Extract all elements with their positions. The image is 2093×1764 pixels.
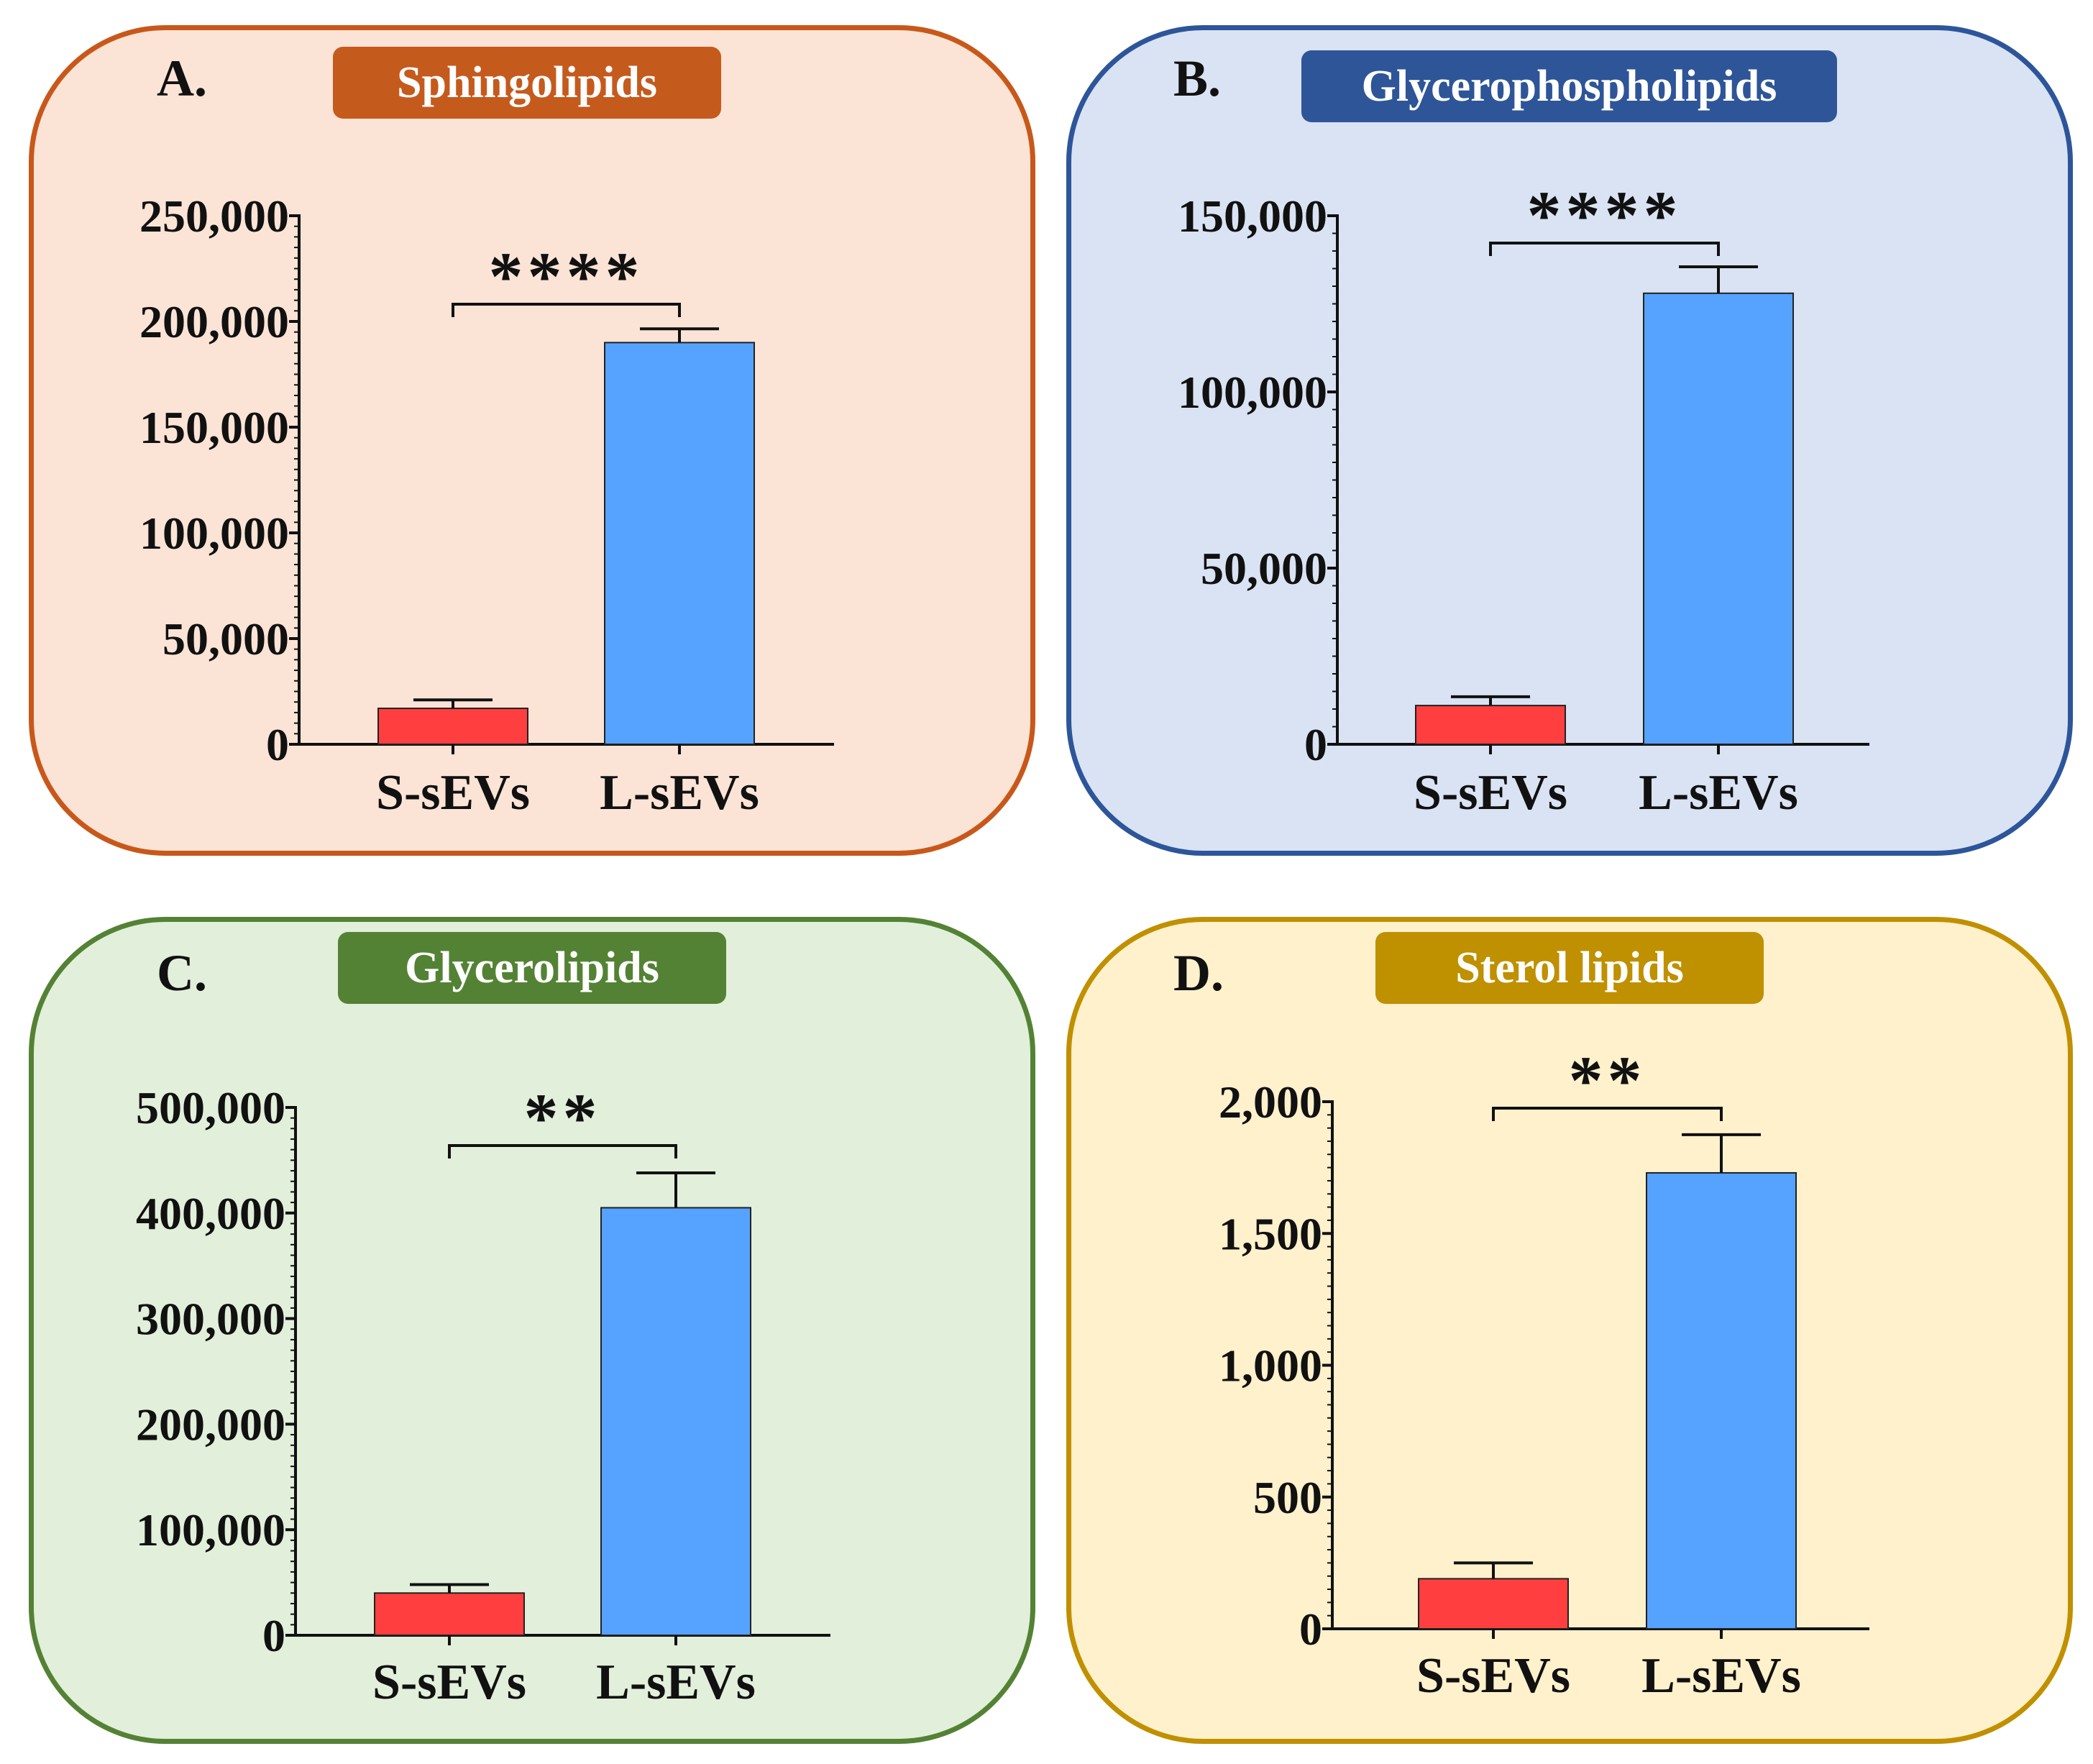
panel-title: Sphingolipids xyxy=(333,47,721,119)
panel-c xyxy=(29,917,1035,1744)
y-tick-label: 1,000 xyxy=(1219,1340,1322,1391)
y-tick-label: 500,000 xyxy=(136,1082,285,1133)
x-tick-label: L-sEVs xyxy=(596,1655,756,1710)
y-tick-label: 0 xyxy=(1304,719,1327,770)
y-tick-label: 150,000 xyxy=(1178,191,1327,242)
x-tick-label: S-sEVs xyxy=(1416,1648,1570,1704)
panel-letter: A. xyxy=(157,50,207,107)
significance-bracket xyxy=(452,303,681,317)
panel-d xyxy=(1066,917,2073,1744)
bar-s-sevs xyxy=(377,708,528,746)
panel-letter: C. xyxy=(157,944,207,1002)
panel-title: Glycerophospholipids xyxy=(1301,50,1837,122)
bar-l-sevs xyxy=(1646,1171,1797,1630)
y-tick-label: 100,000 xyxy=(1178,367,1327,418)
bar-l-sevs xyxy=(604,342,755,745)
y-tick-label: 100,000 xyxy=(139,508,289,559)
y-tick-label: 50,000 xyxy=(162,613,289,664)
y-tick-label: 300,000 xyxy=(136,1294,285,1345)
chart-c: 0 100,000 200,000 300,000 400,000 500,000 S-sE… xyxy=(136,1079,830,1710)
y-tick-label: 500 xyxy=(1253,1472,1322,1523)
panel-title: Sterol lipids xyxy=(1375,932,1764,1004)
significance-label: **** xyxy=(489,238,644,315)
panel-a xyxy=(29,25,1035,856)
y-tick-label: 100,000 xyxy=(136,1504,285,1555)
y-tick-label: 200,000 xyxy=(139,296,289,347)
y-tick-label: 50,000 xyxy=(1201,543,1327,594)
x-tick-label: L-sEVs xyxy=(1639,765,1798,821)
panel-letter: B. xyxy=(1173,50,1222,107)
significance-label: **** xyxy=(1527,177,1682,254)
chart-b: 0 50,000 100,000 150,000 S-sEVs L-sEVs **** xyxy=(1178,177,1869,821)
bar-s-sevs xyxy=(374,1592,525,1637)
panel-letter: D. xyxy=(1173,944,1224,1002)
y-tick-label: 0 xyxy=(262,1610,285,1661)
x-tick-label: L-sEVs xyxy=(600,765,759,821)
y-tick-label: 0 xyxy=(266,719,289,770)
y-tick-label: 200,000 xyxy=(136,1399,285,1450)
bar-s-sevs xyxy=(1418,1578,1569,1630)
significance-bracket xyxy=(448,1144,677,1159)
y-tick-label: 150,000 xyxy=(139,402,289,453)
panel-title: Glycerolipids xyxy=(338,932,726,1004)
x-tick-label: L-sEVs xyxy=(1641,1648,1801,1704)
y-tick-label: 2,000 xyxy=(1219,1077,1322,1128)
significance-bracket xyxy=(1489,242,1720,256)
significance-label: ** xyxy=(1569,1042,1647,1119)
x-tick-label: S-sEVs xyxy=(372,1655,526,1710)
y-tick-label: 400,000 xyxy=(136,1188,285,1239)
panel-b xyxy=(1066,25,2073,856)
bar-l-sevs xyxy=(600,1207,751,1636)
bar-l-sevs xyxy=(1643,292,1794,745)
x-tick-label: S-sEVs xyxy=(376,765,530,821)
y-tick-label: 0 xyxy=(1299,1604,1322,1655)
y-tick-label: 1,500 xyxy=(1219,1208,1322,1259)
x-tick-label: S-sEVs xyxy=(1414,765,1567,821)
bar-s-sevs xyxy=(1415,705,1566,745)
chart-a: 0 50,000 100,000 150,000 200,000 250,000 S-sEV… xyxy=(139,191,834,821)
y-tick-label: 250,000 xyxy=(139,191,289,242)
significance-label: ** xyxy=(524,1079,602,1156)
significance-bracket xyxy=(1492,1107,1723,1121)
